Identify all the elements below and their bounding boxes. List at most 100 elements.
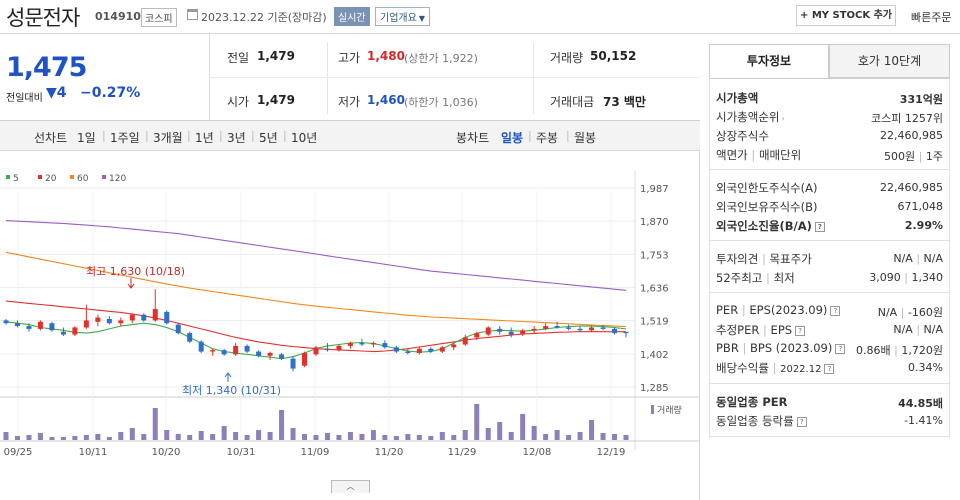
opinion-target-label: 투자의견 | 목표주가 — [716, 251, 812, 267]
chevron-down-icon: ▼ — [418, 14, 425, 23]
volume-bar — [106, 437, 112, 440]
par-unit-value: 500원 | 1주 — [850, 148, 943, 164]
volume-bar — [336, 435, 342, 440]
realtime-button[interactable]: 실시간 — [334, 7, 370, 26]
volume-bar — [152, 408, 158, 440]
stock-name: 성문전자 — [6, 6, 80, 30]
collapse-chart-button[interactable]: ︿ — [331, 480, 370, 493]
tab-orderbook[interactable]: 호가 10단계 — [829, 44, 950, 78]
tab-invest-info[interactable]: 투자정보 — [709, 44, 829, 78]
help-icon[interactable]: ? — [814, 221, 825, 232]
price-chart[interactable]: 5 20 60 120 1,987 1,870 1,753 1,636 1,519 1,402 1,… — [0, 151, 700, 481]
candle-body — [175, 324, 181, 334]
foreign-hold-label: 외국인보유주식수(B) — [716, 200, 818, 214]
period-5[interactable]: 5년 — [259, 131, 278, 145]
volume-bar — [416, 435, 422, 440]
period-3[interactable]: 1년 — [195, 131, 214, 145]
y-tick-label: 1,753 — [640, 250, 669, 261]
price-diff-pct: −0.27% — [80, 85, 141, 101]
help-icon[interactable]: ? — [835, 343, 846, 354]
add-mystock-button[interactable]: + MY STOCK 추가 — [796, 5, 896, 26]
volume-bar — [83, 435, 89, 440]
divider — [533, 42, 534, 114]
volume-bar — [508, 432, 514, 440]
volume-bar — [485, 428, 491, 440]
volume-bar — [462, 430, 468, 440]
divider — [709, 169, 950, 170]
eeps-value: N/A — [923, 323, 943, 336]
help-icon[interactable]: ? — [795, 325, 806, 336]
ma60-line — [5, 251, 627, 328]
week52-low-value: 1,340 — [911, 271, 944, 284]
volume-legend-label: 거래량 — [657, 404, 682, 416]
divider — [709, 436, 950, 437]
week52-high-value: 3,090 — [869, 271, 901, 284]
period-0[interactable]: 1일 — [77, 131, 96, 145]
volume-bar — [451, 435, 457, 440]
volume-bar — [267, 432, 273, 440]
candle-body — [152, 309, 158, 321]
period-selector: 선차트 1일 | 1주일 | 3개월 | 1년 | 3년 | 5년 | 10년 봉차트 일봉 | 주봉 | 월봉 — [0, 121, 700, 151]
pbr-bps-value: 0.86배 | 1,720원 — [850, 342, 943, 358]
x-tick-label: 12/19 — [597, 447, 626, 458]
pbr-label: PBR — [716, 341, 739, 355]
eps-label: EPS(2023.09) — [749, 303, 828, 317]
period-2[interactable]: 3개월 — [153, 131, 183, 145]
foreign-ratio-value: 2.99% — [904, 219, 943, 232]
diff-label: 전일대비 — [6, 93, 43, 104]
y-tick-label: 1,519 — [640, 317, 669, 328]
fast-order-link[interactable]: 빠른주문 — [911, 11, 952, 24]
candle-period-0[interactable]: 일봉 — [501, 131, 524, 145]
separator: | — [772, 361, 777, 375]
period-bar — [0, 121, 700, 151]
candle-body — [462, 337, 468, 345]
calendar-icon — [187, 9, 198, 20]
period-4[interactable]: 3년 — [227, 131, 246, 145]
open-label: 시가 — [227, 95, 250, 109]
bps-label: BPS (2023.09) — [750, 341, 833, 355]
market-badge: 코스피 — [141, 8, 177, 27]
high-label: 고가 — [338, 51, 361, 65]
divider — [709, 78, 710, 438]
volume-bar — [520, 414, 526, 440]
y-tick-label: 1,402 — [640, 350, 669, 361]
info-arrow-icon[interactable]: › — [781, 114, 785, 123]
mcap-value: 331억원 — [899, 93, 943, 106]
candle-body — [554, 326, 560, 328]
volume-bar — [439, 432, 445, 440]
volume-bar — [141, 434, 147, 440]
volume-bar — [37, 433, 43, 440]
period-1[interactable]: 1주일 — [110, 131, 140, 145]
company-info-dropdown[interactable]: 기업개요 ▼ — [375, 7, 430, 26]
volume-bar — [129, 428, 135, 440]
volume-bar — [279, 410, 285, 440]
volume-bar — [589, 420, 595, 440]
candle-body — [497, 328, 503, 332]
legend-label: 5 — [13, 174, 19, 184]
help-icon[interactable]: ? — [824, 363, 835, 374]
candle-body — [233, 345, 239, 355]
candle-body — [428, 348, 434, 352]
divider — [709, 383, 950, 384]
volume-bar — [359, 434, 365, 440]
amount-value: 73 백만 — [603, 95, 646, 109]
legend-label: 60 — [77, 174, 89, 184]
volume-bar — [256, 430, 262, 440]
legend-swatch — [102, 175, 106, 179]
divider — [709, 78, 950, 79]
candle-body — [187, 333, 193, 342]
volume-bar — [164, 430, 170, 440]
help-icon[interactable]: ? — [796, 416, 807, 427]
candle-body — [106, 318, 112, 324]
candle-period-2[interactable]: 월봉 — [574, 131, 597, 145]
volume-bar — [382, 435, 388, 440]
candle-body — [141, 314, 147, 321]
period-6[interactable]: 10년 — [291, 131, 318, 145]
help-icon[interactable]: ? — [830, 305, 841, 316]
par-label: 액면가 — [716, 148, 748, 162]
price-diff: ▼4 — [46, 85, 67, 101]
volume-bar — [290, 428, 296, 440]
candle-period-1[interactable]: 주봉 — [536, 131, 559, 145]
candle-chart-label: 봉차트 — [456, 131, 490, 145]
volume-bar — [543, 434, 549, 440]
